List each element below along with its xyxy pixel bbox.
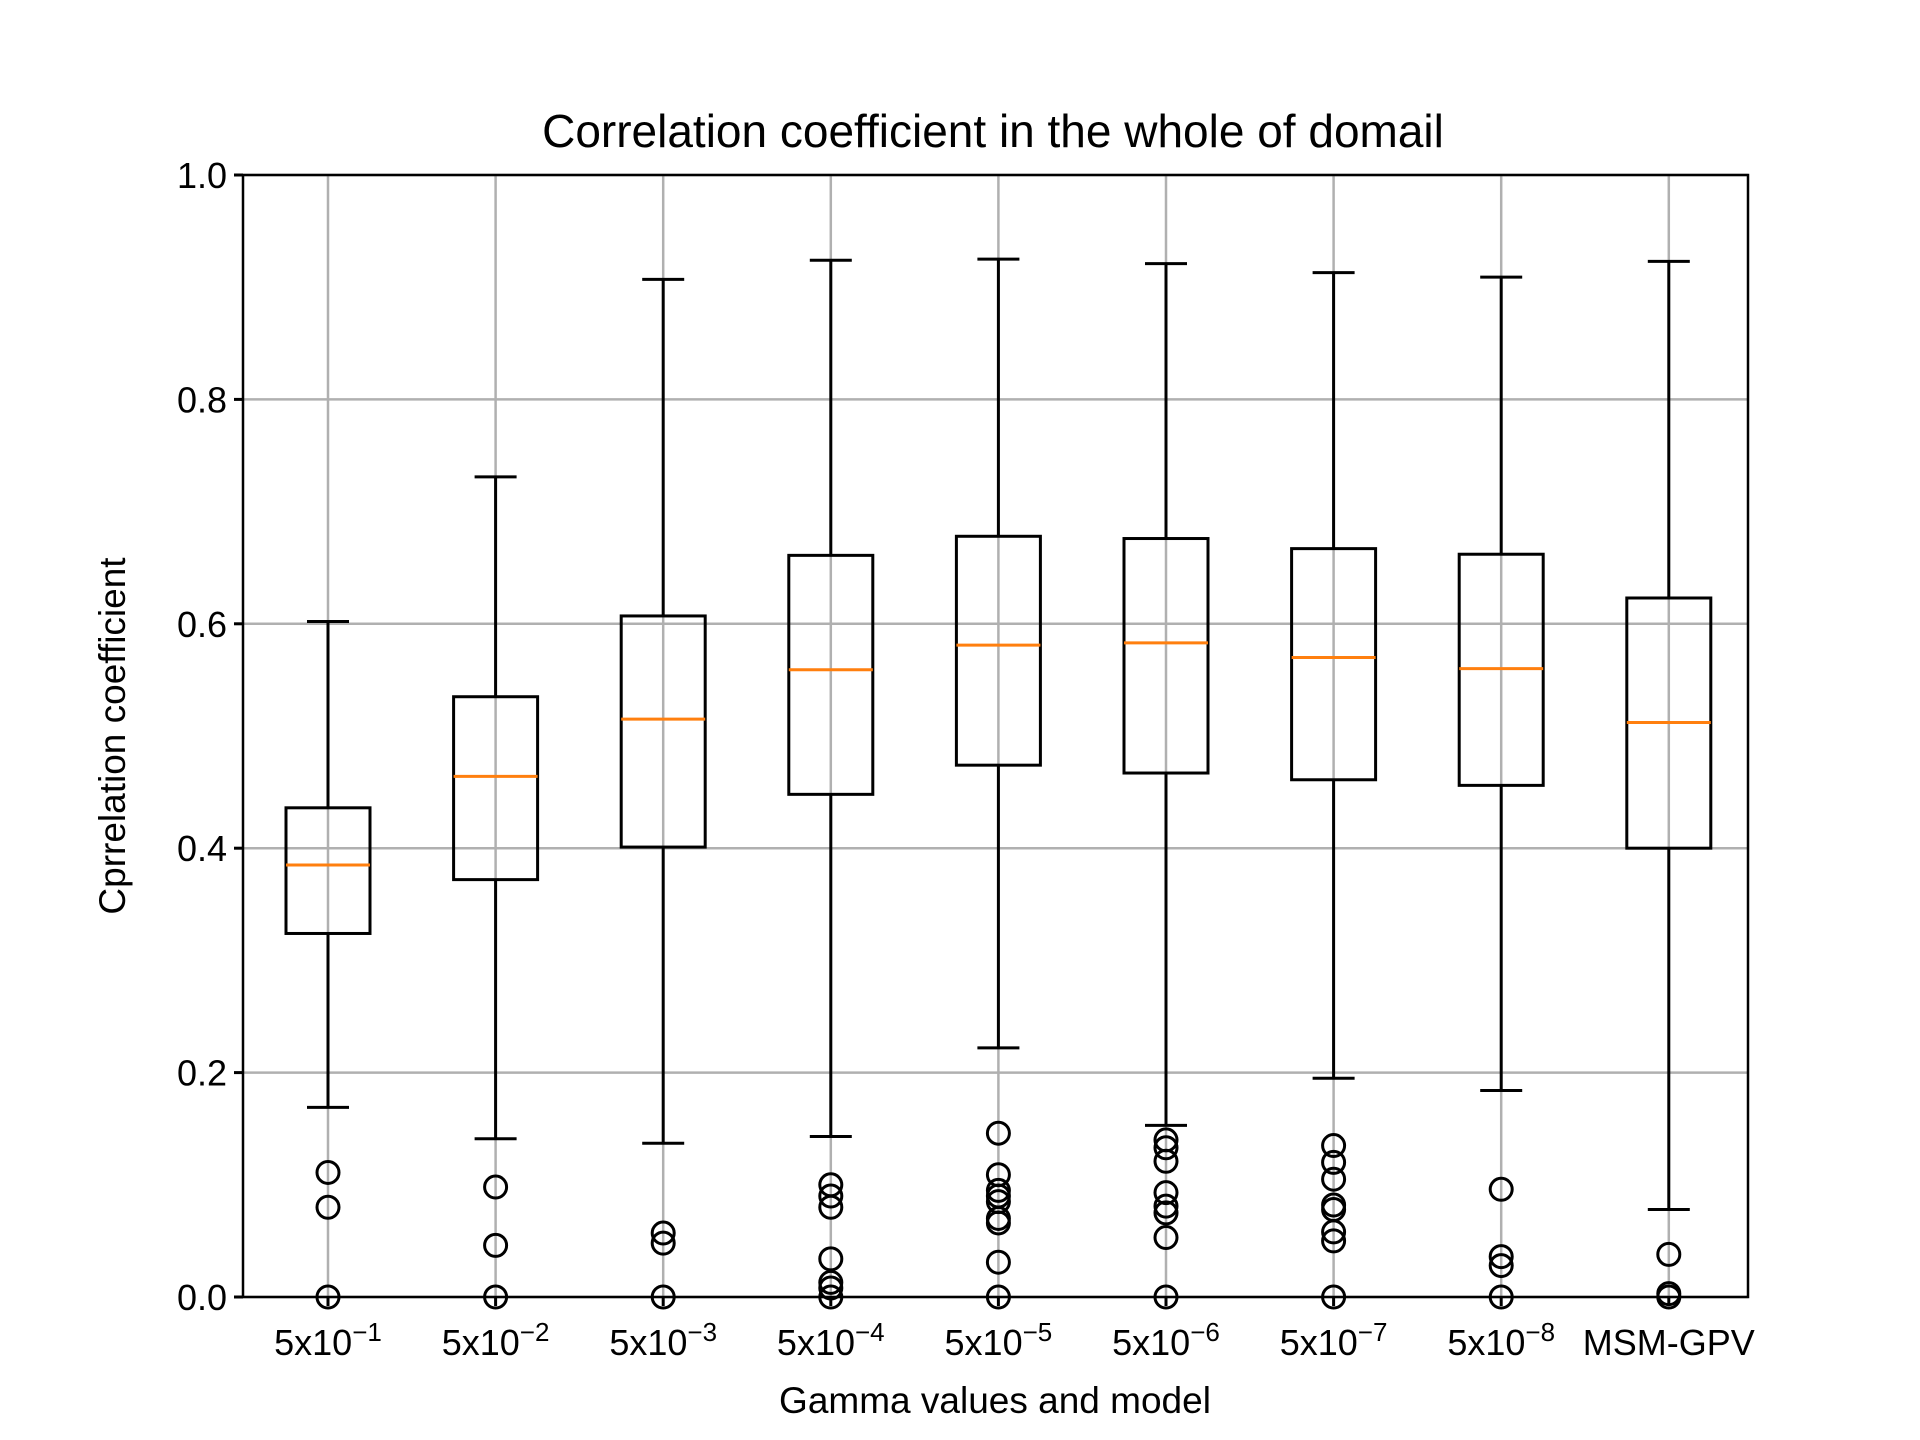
y-axis-ticks: 0.0 0.2 0.4 0.6 0.8 1.0 (177, 155, 243, 1318)
outlier-point (818, 1246, 844, 1272)
box-group (954, 257, 1042, 1310)
iqr-box (619, 614, 707, 849)
iqr-box (452, 695, 540, 882)
outlier-point (1321, 1228, 1347, 1254)
x-tick-label: 5x10−2 (442, 1317, 550, 1363)
outlier-point (483, 1174, 509, 1200)
outlier-point (818, 1183, 844, 1209)
y-tick-label: 0.4 (177, 828, 227, 869)
boxes-layer (284, 257, 1713, 1310)
x-tick-label: 5x10−4 (777, 1317, 885, 1363)
x-tick-label: 5x10−3 (609, 1317, 717, 1363)
iqr-box (787, 553, 875, 796)
outlier-point (1153, 1180, 1179, 1206)
iqr-box (954, 534, 1042, 767)
outlier-point (1488, 1176, 1514, 1202)
outlier-point (1488, 1244, 1514, 1270)
outlier-point (1153, 1148, 1179, 1174)
x-tick-label: MSM-GPV (1583, 1322, 1755, 1363)
box-group (1290, 271, 1378, 1310)
y-tick-label: 0.6 (177, 604, 227, 645)
outlier-point (1153, 1225, 1179, 1251)
box-group (1457, 275, 1545, 1310)
y-tick-label: 0.0 (177, 1277, 227, 1318)
outlier-point (1321, 1149, 1347, 1175)
outlier-point (985, 1120, 1011, 1146)
outlier-point (483, 1232, 509, 1258)
outlier-point (985, 1249, 1011, 1275)
x-axis-ticks: 5x10−1 5x10−2 5x10−3 5x10−4 5x10−5 5x10−6 5x10… (274, 1297, 1755, 1363)
outlier-point (1321, 1133, 1347, 1159)
grid-lines (243, 173, 1748, 1299)
x-axis-label: Gamma values and model (779, 1380, 1211, 1421)
outlier-point (1321, 1166, 1347, 1192)
x-tick-label: 5x10−8 (1447, 1317, 1555, 1363)
iqr-box (284, 806, 372, 935)
plot-frame (241, 173, 1750, 1299)
y-axis-label: Cprrelation coefficient (92, 557, 133, 915)
x-tick-label: 5x10−1 (274, 1317, 382, 1363)
outlier-point (1488, 1253, 1514, 1279)
x-tick-label: 5x10−7 (1280, 1317, 1388, 1363)
outlier-point (650, 1230, 676, 1256)
outlier-point (1153, 1200, 1179, 1226)
x-tick-label: 5x10−5 (945, 1317, 1053, 1363)
y-tick-label: 0.8 (177, 379, 227, 420)
outlier-point (818, 1194, 844, 1220)
outlier-point (1656, 1241, 1682, 1267)
outlier-point (650, 1220, 676, 1246)
chart-title: Correlation coefficient in the whole of … (542, 105, 1444, 157)
iqr-box (1122, 537, 1210, 775)
outlier-point (1321, 1219, 1347, 1245)
y-tick-label: 0.2 (177, 1053, 227, 1094)
box-group (452, 475, 540, 1310)
outlier-point (985, 1210, 1011, 1236)
box-group (1122, 262, 1210, 1310)
x-tick-label: 5x10−6 (1112, 1317, 1220, 1363)
iqr-box (1290, 547, 1378, 782)
outlier-point (1153, 1193, 1179, 1219)
box-group (1625, 259, 1713, 1310)
outlier-point (315, 1194, 341, 1220)
y-tick-label: 1.0 (177, 155, 227, 196)
outlier-point (1153, 1135, 1179, 1161)
outlier-point (315, 1159, 341, 1185)
